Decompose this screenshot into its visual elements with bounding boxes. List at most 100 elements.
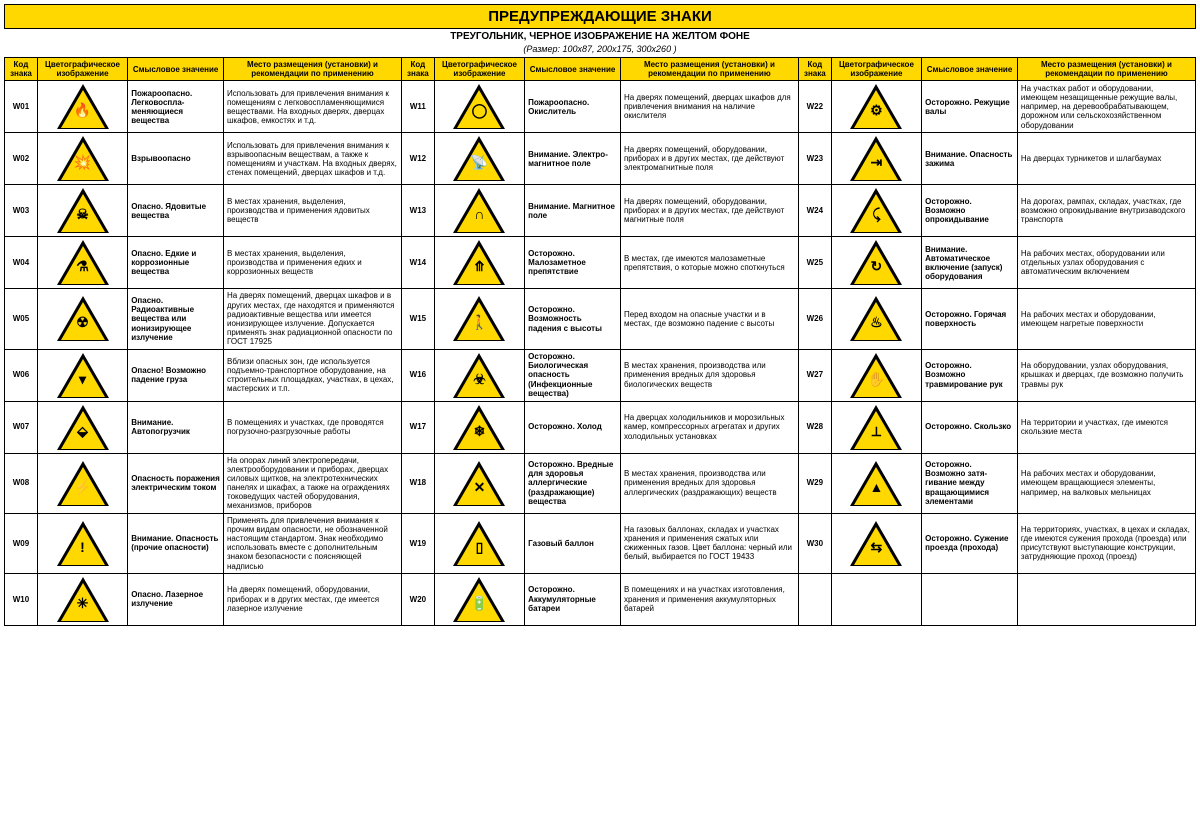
- sign-image: ▾: [37, 349, 127, 401]
- warning-triangle-icon: ☢: [57, 296, 109, 341]
- header-image: Цветографическое изображение: [37, 58, 127, 81]
- sign-meaning: Опасно. Ядовитые вещества: [128, 185, 224, 237]
- sign-code: W15: [401, 289, 434, 349]
- hazard-symbol-icon: ☢: [71, 314, 95, 330]
- header-image: Цветографическое изображение: [434, 58, 524, 81]
- warning-triangle-icon: ❄: [453, 405, 505, 450]
- hazard-symbol-icon: ⤊: [467, 258, 491, 274]
- sign-meaning: Внимание. Автоматичес­кое включение (зап…: [922, 237, 1018, 289]
- sign-image: ✋: [831, 349, 921, 401]
- hazard-symbol-icon: ⇆: [864, 539, 888, 555]
- table-row: W02💥ВзрывоопасноИспользовать для привлеч…: [5, 133, 1196, 185]
- sign-image: 🔥: [37, 81, 127, 133]
- sign-code: W29: [798, 453, 831, 513]
- sign-image: 📡: [434, 133, 524, 185]
- sign-code: W14: [401, 237, 434, 289]
- sign-location: В местах хранения, производства или прим…: [620, 453, 798, 513]
- warning-triangle-icon: ∩: [453, 188, 505, 233]
- sign-meaning: Осторожно. Возможно опрокидывание: [922, 185, 1018, 237]
- sign-image: ♨: [831, 289, 921, 349]
- warning-triangle-icon: ▯: [453, 521, 505, 566]
- sign-location: В местах хранения, выделения, производст…: [224, 237, 402, 289]
- warning-triangle-icon: ⚡: [57, 461, 109, 506]
- hazard-symbol-icon: 🚶: [467, 314, 491, 330]
- sign-location: На оборудовании, узлах оборудования, кры…: [1017, 349, 1195, 401]
- table-row: W01🔥Пожароопасно. Легковоспла­меняющиеся…: [5, 81, 1196, 133]
- sign-code: W03: [5, 185, 38, 237]
- sign-meaning: Осторожно. Возможно затя­гивание между в…: [922, 453, 1018, 513]
- warning-triangle-icon: ⚙: [850, 84, 902, 129]
- sign-location: На дверцах холодильников и морозильных к…: [620, 401, 798, 453]
- warning-triangle-icon: 🚶: [453, 296, 505, 341]
- sign-location: На дорогах, рампах, складах, участках, г…: [1017, 185, 1195, 237]
- sign-code: W04: [5, 237, 38, 289]
- sign-code: W08: [5, 453, 38, 513]
- warning-triangle-icon: ⇆: [850, 521, 902, 566]
- hazard-symbol-icon: ⬙: [71, 423, 95, 439]
- sign-location: На участках работ и оборудовании, имеюще…: [1017, 81, 1195, 133]
- sign-image: ✕: [434, 453, 524, 513]
- page-subtitle: ТРЕУГОЛЬНИК, ЧЕРНОЕ ИЗОБРАЖЕНИЕ НА ЖЕЛТО…: [4, 29, 1196, 44]
- sign-location: На дверях помещений, оборудовании, прибо…: [620, 133, 798, 185]
- sign-location: На дверях помещений, дверцах шкафов и в …: [224, 289, 402, 349]
- table-row: W04⚗Опасно. Едкие и коррозионные веществ…: [5, 237, 1196, 289]
- sign-meaning: Осторожно. Биологическая опасность (Инфе…: [525, 349, 621, 401]
- header-code: Код знака: [798, 58, 831, 81]
- sign-image: ☣: [434, 349, 524, 401]
- sign-image: ☢: [37, 289, 127, 349]
- hazard-symbol-icon: ☣: [467, 371, 491, 387]
- hazard-symbol-icon: ♨: [864, 314, 888, 330]
- sign-code: W25: [798, 237, 831, 289]
- hazard-symbol-icon: 🔋: [467, 595, 491, 611]
- hazard-symbol-icon: 💥: [71, 154, 95, 170]
- header-image: Цветографическое изображение: [831, 58, 921, 81]
- sign-location: В местах, где имеются малозаметные препя…: [620, 237, 798, 289]
- sign-location: На территориях, участках, в цехах и скла…: [1017, 513, 1195, 573]
- sign-meaning: Осторожно. Аккумулятор­ные батареи: [525, 573, 621, 625]
- warning-triangle-icon: ☠: [57, 188, 109, 233]
- sign-code: W22: [798, 81, 831, 133]
- table-row: W07⬙Внимание. АвтопогрузчикВ помещениях …: [5, 401, 1196, 453]
- sign-location: На опорах линий электропередачи, электро…: [224, 453, 402, 513]
- sign-meaning: Взрывоопасно: [128, 133, 224, 185]
- warning-triangle-icon: ✋: [850, 353, 902, 398]
- sign-image: ⤹: [831, 185, 921, 237]
- table-row: W03☠Опасно. Ядовитые веществаВ местах хр…: [5, 185, 1196, 237]
- hazard-symbol-icon: ▲: [864, 479, 888, 495]
- sign-image: ▲: [831, 453, 921, 513]
- hazard-symbol-icon: ▯: [467, 539, 491, 555]
- sign-meaning: Газовый баллон: [525, 513, 621, 573]
- warning-triangle-icon: ⚗: [57, 240, 109, 285]
- sign-code: W24: [798, 185, 831, 237]
- sign-image: !: [37, 513, 127, 573]
- hazard-symbol-icon: ↻: [864, 258, 888, 274]
- sign-location: На дверцах турникетов и шлагбаумах: [1017, 133, 1195, 185]
- warning-triangle-icon: ◯: [453, 84, 505, 129]
- sign-meaning: Опасно. Радиоактивные вещества или иониз…: [128, 289, 224, 349]
- sign-meaning: [922, 573, 1018, 625]
- sign-code: W11: [401, 81, 434, 133]
- sign-meaning: Осторожно. Горячая поверхность: [922, 289, 1018, 349]
- sign-code: W27: [798, 349, 831, 401]
- sign-location: [1017, 573, 1195, 625]
- sign-image: ⤊: [434, 237, 524, 289]
- hazard-symbol-icon: ❄: [467, 423, 491, 439]
- sign-image: ∩: [434, 185, 524, 237]
- sign-meaning: Опасность поражения электрическим током: [128, 453, 224, 513]
- sign-location: Вблизи опасных зон, где используется под…: [224, 349, 402, 401]
- hazard-symbol-icon: ∩: [467, 206, 491, 222]
- sign-image: 🔋: [434, 573, 524, 625]
- sign-meaning: Внимание. Магнитное поле: [525, 185, 621, 237]
- sign-meaning: Пожароопасно. Окислитель: [525, 81, 621, 133]
- warning-triangle-icon: ⤹: [850, 188, 902, 233]
- header-meaning: Смысловое значение: [922, 58, 1018, 81]
- warning-triangle-icon: ✕: [453, 461, 505, 506]
- hazard-symbol-icon: ⚙: [864, 102, 888, 118]
- table-row: W10✳Опасно. Лазерное излучениеНа дверях …: [5, 573, 1196, 625]
- sign-meaning: Внимание. Опасность (прочие опасности): [128, 513, 224, 573]
- sign-code: [798, 573, 831, 625]
- sign-location: В помещениях и на участках изготов­ления…: [620, 573, 798, 625]
- sign-location: Перед входом на опасные участки и в мест…: [620, 289, 798, 349]
- sign-code: W17: [401, 401, 434, 453]
- sign-image: ◯: [434, 81, 524, 133]
